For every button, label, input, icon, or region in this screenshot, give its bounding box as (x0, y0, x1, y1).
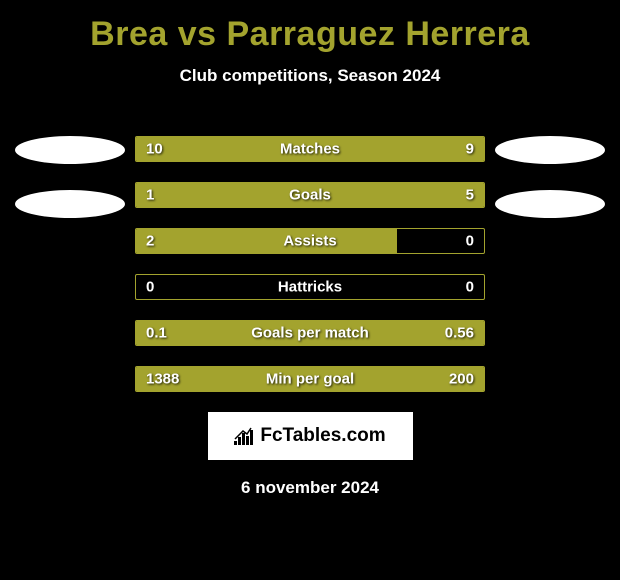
chart-icon (234, 427, 256, 445)
bar-fill-left (136, 183, 195, 207)
stat-bar: 2 Assists 0 (135, 228, 485, 254)
bar-value-right: 9 (466, 141, 474, 158)
bar-value-right: 0.56 (445, 325, 474, 342)
stat-bar: 0.1 Goals per match 0.56 (135, 320, 485, 346)
avatar-placeholder (15, 136, 125, 164)
bar-fill-left (136, 229, 397, 253)
bar-label: Matches (280, 141, 340, 158)
stat-bar: 1388 Min per goal 200 (135, 366, 485, 392)
stat-bar: 0 Hattricks 0 (135, 274, 485, 300)
bar-label: Min per goal (266, 371, 354, 388)
stat-bar: 10 Matches 9 (135, 136, 485, 162)
avatar-placeholder (495, 190, 605, 218)
logo-label: FcTables.com (260, 425, 385, 447)
page-title: Brea vs Parraguez Herrera (90, 15, 530, 54)
avatar-placeholder (15, 190, 125, 218)
bar-value-left: 0 (146, 279, 154, 296)
main-container: Brea vs Parraguez Herrera Club competiti… (0, 0, 620, 513)
bar-value-left: 0.1 (146, 325, 167, 342)
subtitle: Club competitions, Season 2024 (180, 66, 441, 86)
bar-value-left: 1388 (146, 371, 179, 388)
bar-value-right: 0 (466, 279, 474, 296)
comparison-bars: 10 Matches 9 1 Goals 5 2 Assists 0 0 Hattricks 0 0.1… (135, 136, 485, 392)
bar-label: Goals per match (251, 325, 369, 342)
logo-box: FcTables.com (208, 412, 413, 460)
bar-value-right: 5 (466, 187, 474, 204)
bar-value-left: 1 (146, 187, 154, 204)
chart-area: 10 Matches 9 1 Goals 5 2 Assists 0 0 Hattricks 0 0.1… (10, 136, 610, 392)
avatar-placeholder (495, 136, 605, 164)
logo: FcTables.com (234, 425, 385, 447)
left-player-avatars (10, 136, 130, 244)
bar-value-left: 10 (146, 141, 163, 158)
bar-value-left: 2 (146, 233, 154, 250)
right-player-avatars (490, 136, 610, 244)
date-text: 6 november 2024 (241, 478, 379, 498)
bar-label: Goals (289, 187, 331, 204)
bar-value-right: 200 (449, 371, 474, 388)
bar-label: Assists (283, 233, 336, 250)
bar-fill-right (195, 183, 484, 207)
bar-value-right: 0 (466, 233, 474, 250)
bar-label: Hattricks (278, 279, 342, 296)
stat-bar: 1 Goals 5 (135, 182, 485, 208)
